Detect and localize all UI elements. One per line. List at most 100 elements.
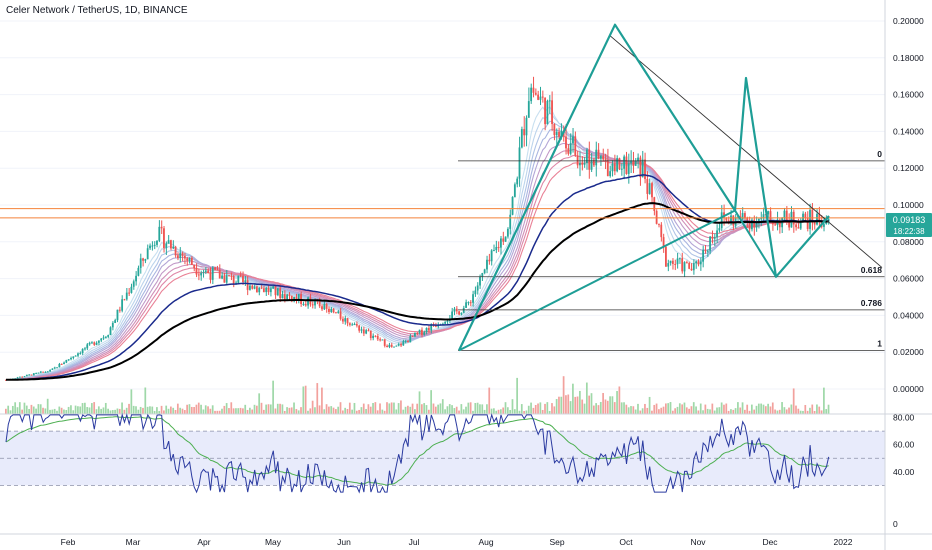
volume-bar — [386, 402, 388, 414]
candle-body — [799, 221, 802, 229]
candle-body — [400, 344, 402, 346]
candle-body — [697, 261, 700, 265]
volume-bar — [506, 407, 509, 414]
volume-bar — [218, 410, 221, 414]
candle-body — [281, 294, 284, 299]
volume-bar — [295, 409, 298, 414]
volume-bar — [565, 395, 567, 414]
volume-bar — [423, 403, 426, 414]
volume-bar — [181, 408, 184, 414]
candle-body — [539, 96, 542, 100]
candle-body — [692, 263, 695, 271]
volume-bar — [497, 409, 500, 414]
candle-body — [195, 268, 198, 275]
volume-bar — [630, 406, 632, 414]
candle-body — [420, 329, 423, 335]
volume-bar — [344, 407, 347, 414]
volume-bar — [562, 376, 565, 414]
candle-body — [362, 329, 365, 334]
volume-bar — [260, 402, 263, 414]
volume-bar — [539, 402, 542, 414]
volume-bar — [579, 390, 581, 414]
candle-body — [497, 246, 500, 248]
candle-body — [590, 159, 593, 170]
candle-body — [404, 341, 407, 343]
candle-body — [665, 246, 667, 267]
volume-bar — [811, 404, 814, 414]
volume-bar — [341, 410, 344, 414]
candle-body — [181, 253, 184, 256]
candle-body — [618, 158, 621, 170]
candle-body — [604, 159, 607, 161]
candle-body — [479, 276, 481, 286]
volume-bar — [144, 387, 147, 414]
volume-bar — [453, 408, 456, 414]
candle-body — [453, 308, 456, 312]
candle-body — [516, 178, 519, 185]
candle-body — [167, 240, 170, 244]
candle-body — [783, 210, 786, 218]
volume-bar — [502, 407, 505, 414]
volume-bar — [750, 404, 753, 414]
candle-body — [144, 259, 147, 261]
candle-body — [523, 129, 526, 136]
volume-bar — [318, 405, 321, 414]
volume-bar — [567, 394, 570, 414]
candle-body — [355, 324, 358, 326]
volume-bar — [655, 403, 658, 414]
candle-body — [86, 344, 89, 349]
volume-bar — [465, 406, 467, 414]
candle-body — [525, 117, 528, 136]
volume-bar — [114, 409, 116, 414]
volume-bar — [188, 404, 191, 414]
volume-bar — [585, 382, 588, 414]
volume-bar — [420, 404, 423, 414]
volume-bar — [200, 404, 202, 414]
volume-bar — [176, 403, 179, 414]
volume-bar — [100, 408, 103, 414]
price-tick-label: 0.00000 — [893, 384, 924, 394]
candle-body — [825, 222, 828, 225]
candle-body — [774, 224, 777, 226]
volume-bar — [483, 409, 486, 414]
volume-bar — [602, 392, 604, 414]
candle-body — [16, 377, 19, 379]
candle-body — [174, 246, 177, 256]
volume-bar — [65, 410, 68, 414]
candle-body — [476, 285, 479, 291]
volume-bar — [616, 391, 618, 414]
volume-bar — [274, 408, 277, 414]
candle-body — [265, 287, 268, 293]
volume-bar — [711, 403, 714, 414]
candle-body — [762, 214, 765, 219]
candle-body — [460, 312, 463, 315]
volume-bar — [172, 407, 175, 414]
volume-bar — [381, 409, 384, 414]
volume-bar — [221, 408, 223, 414]
volume-bar — [183, 410, 186, 414]
candle-body — [286, 294, 289, 300]
volume-bar — [109, 410, 112, 414]
volume-bar — [783, 407, 786, 414]
candle-body — [274, 286, 277, 296]
volume-bar — [286, 407, 288, 414]
candle-body — [658, 223, 660, 225]
candle-body — [446, 320, 449, 322]
price-tick-label: 0.06000 — [893, 274, 924, 284]
candle-body — [163, 228, 165, 248]
price-tick-label: 0.20000 — [893, 16, 924, 26]
candle-body — [583, 163, 586, 165]
volume-bar — [553, 406, 556, 414]
volume-bar — [460, 404, 463, 414]
candle-body — [90, 342, 93, 344]
volume-bar — [255, 405, 258, 414]
candle-body — [330, 308, 333, 312]
candle-body — [200, 272, 203, 276]
time-tick-label: Apr — [197, 537, 210, 547]
candle-body — [769, 211, 772, 221]
volume-bar — [446, 406, 449, 414]
candle-body — [341, 318, 344, 322]
candle-body — [646, 179, 649, 194]
volume-bar — [490, 408, 493, 414]
